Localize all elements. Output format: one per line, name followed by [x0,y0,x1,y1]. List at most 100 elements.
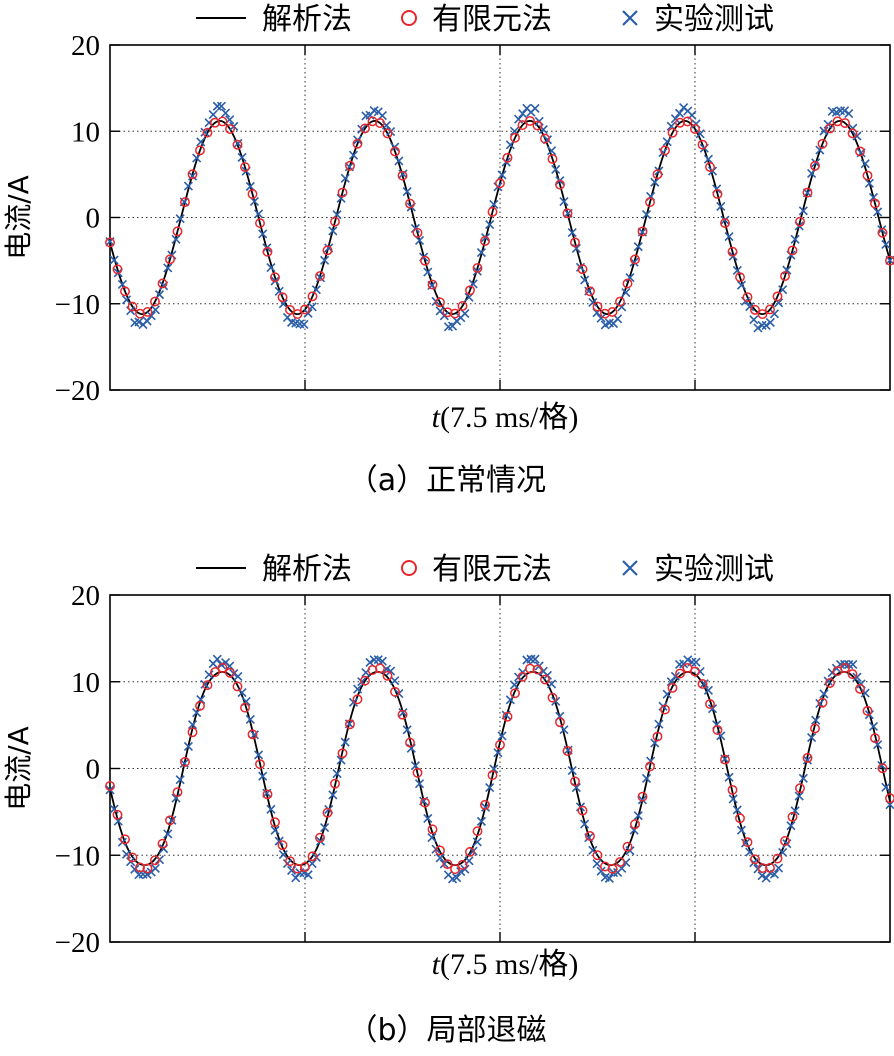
fem-point [300,304,310,315]
fem-point [142,307,153,317]
test-point [695,129,705,139]
test-point [336,193,346,203]
test-point [786,821,796,831]
fem-point [825,123,835,134]
test-point [514,114,524,124]
grid [110,44,890,391]
fem-point [727,784,738,795]
legend-1: 解析法 有限元法 实验测试 [196,2,774,37]
fem-point [255,218,265,229]
test-point [765,317,775,328]
test-point [192,153,202,163]
fem-point [465,846,475,857]
fem-point [225,124,235,134]
test-point [398,707,408,718]
test-point [774,863,784,873]
fem-point [472,263,483,273]
test-point [551,164,561,174]
test-point [266,804,276,814]
fem-point [555,179,565,190]
test-point [844,108,854,119]
fem-point [630,254,640,265]
test-point [877,760,887,770]
fem-point [615,857,625,867]
test-point [670,114,680,124]
fem-point [697,139,708,150]
fem-point [375,663,385,674]
legend-circle-icon [401,10,417,26]
fem-point [397,170,408,181]
test-point [761,320,771,330]
fem-point [165,254,175,265]
fem-point [232,681,243,692]
fem-point [330,216,340,227]
test-point [497,731,507,741]
test-point [183,741,193,752]
test-point [121,295,132,305]
test-point [567,765,577,776]
test-point [423,813,433,823]
legend-label-fem: 有限元法 [432,2,552,37]
test-point [493,748,503,758]
test-point [654,719,664,729]
fem-point [757,309,768,320]
fem-point [397,709,408,720]
test-point [328,790,338,800]
fem-point [487,206,498,217]
fem-point [787,811,798,822]
test-point [121,849,132,859]
test-point [237,152,247,162]
series-fem [105,115,894,320]
fem-point [337,748,348,759]
test-point [258,229,268,239]
fem-point [645,197,655,208]
test-point [881,782,891,792]
fem-point [825,678,835,688]
fem-point [517,120,528,131]
test-point [559,197,569,207]
fem-point [247,189,258,199]
test-point [390,676,400,686]
fem-point [262,246,273,257]
test-point [798,206,808,216]
fem-point [255,759,265,770]
fem-point [585,831,595,841]
fem-point [405,737,415,748]
test-point [716,731,726,741]
y-tick-label: 10 [71,667,100,699]
fem-point [112,809,123,820]
fem-point [375,118,385,128]
fem-point [847,128,858,139]
fem-point [180,197,190,208]
test-point [757,320,767,330]
fem-point [637,226,648,237]
test-point [414,779,425,789]
test-point [212,101,222,111]
x-axis-label: t(7.5 ms/格) [432,401,579,434]
fem-point [682,116,693,127]
fem-point [105,237,115,248]
test-point [220,108,231,118]
fem-point [420,255,430,266]
test-point [530,654,540,664]
fem-point [480,236,490,246]
fem-point [810,723,820,734]
test-point [353,684,363,694]
test-point [402,725,412,735]
fem-point [277,292,288,303]
fem-point [592,850,603,861]
fem-point [742,292,753,303]
test-point [736,825,746,835]
test-point [348,697,359,707]
test-point [233,671,243,682]
test-point [439,859,449,869]
fem-point [337,187,348,198]
test-point [864,178,874,188]
test-point [245,714,255,724]
fem-point [660,704,670,715]
fem-point [240,702,250,713]
legend-label-test: 实验测试 [654,552,774,587]
test-point [617,302,627,312]
fem-point [457,301,468,311]
fem-point [150,296,160,307]
